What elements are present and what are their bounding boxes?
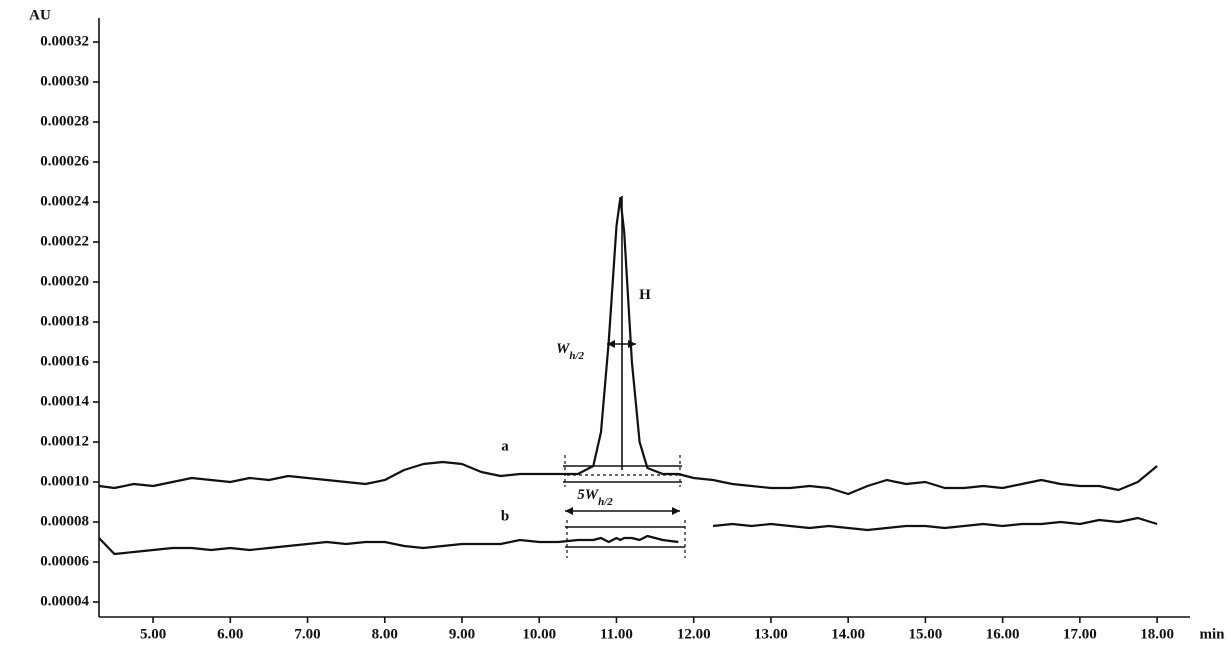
y-tick-label: 0.00008 bbox=[40, 513, 89, 529]
series-line bbox=[98, 516, 1158, 556]
y-tick-label: 0.00028 bbox=[40, 113, 89, 129]
annotation: H bbox=[639, 287, 651, 303]
x-axis-label: min bbox=[1199, 626, 1225, 642]
arrow-head bbox=[607, 340, 615, 348]
y-tick-label: 0.00024 bbox=[40, 193, 89, 209]
series-label: a bbox=[501, 438, 509, 454]
x-tick-label: 10.00 bbox=[522, 626, 556, 642]
x-tick-label: 12.00 bbox=[677, 626, 711, 642]
x-tick-label: 14.00 bbox=[831, 626, 865, 642]
annotation: Wh/2 bbox=[556, 341, 585, 361]
annotation-text: H bbox=[639, 287, 651, 303]
annotation-subscript: h/2 bbox=[598, 496, 613, 508]
y-tick-label: 0.00030 bbox=[40, 73, 89, 89]
x-tick-label: 9.00 bbox=[449, 626, 475, 642]
y-tick-label: 0.00032 bbox=[40, 33, 89, 49]
x-tick-label: 5.00 bbox=[140, 626, 166, 642]
series-label: b bbox=[501, 508, 509, 524]
annotation-subscript: h/2 bbox=[569, 350, 584, 362]
y-tick-label: 0.00006 bbox=[40, 553, 89, 569]
x-tick-label: 7.00 bbox=[294, 626, 320, 642]
x-tick-label: 6.00 bbox=[217, 626, 243, 642]
arrow-head bbox=[628, 340, 636, 348]
y-tick-label: 0.00016 bbox=[40, 353, 89, 369]
x-tick-label: 17.00 bbox=[1063, 626, 1097, 642]
annotation: 5Wh/2 bbox=[577, 487, 613, 507]
y-tick-label: 0.00014 bbox=[40, 393, 89, 409]
y-tick-label: 0.00022 bbox=[40, 233, 89, 249]
x-tick-label: 8.00 bbox=[372, 626, 398, 642]
y-tick-label: 0.00018 bbox=[40, 313, 89, 329]
x-tick-label: 16.00 bbox=[986, 626, 1020, 642]
x-tick-label: 11.00 bbox=[600, 626, 633, 642]
arrow-head bbox=[565, 507, 573, 515]
y-tick-label: 0.00026 bbox=[40, 153, 89, 169]
x-tick-label: 15.00 bbox=[909, 626, 943, 642]
y-tick-label: 0.00010 bbox=[40, 473, 89, 489]
x-tick-label: 13.00 bbox=[754, 626, 788, 642]
x-tick-label: 18.00 bbox=[1140, 626, 1174, 642]
arrow-head bbox=[672, 507, 680, 515]
y-tick-label: 0.00004 bbox=[40, 593, 89, 609]
annotation-text: W bbox=[556, 341, 571, 357]
y-tick-label: 0.00012 bbox=[40, 433, 89, 449]
y-tick-label: 0.00020 bbox=[40, 273, 89, 289]
annotation-text: 5W bbox=[577, 487, 600, 503]
y-axis-label: AU bbox=[29, 7, 51, 23]
